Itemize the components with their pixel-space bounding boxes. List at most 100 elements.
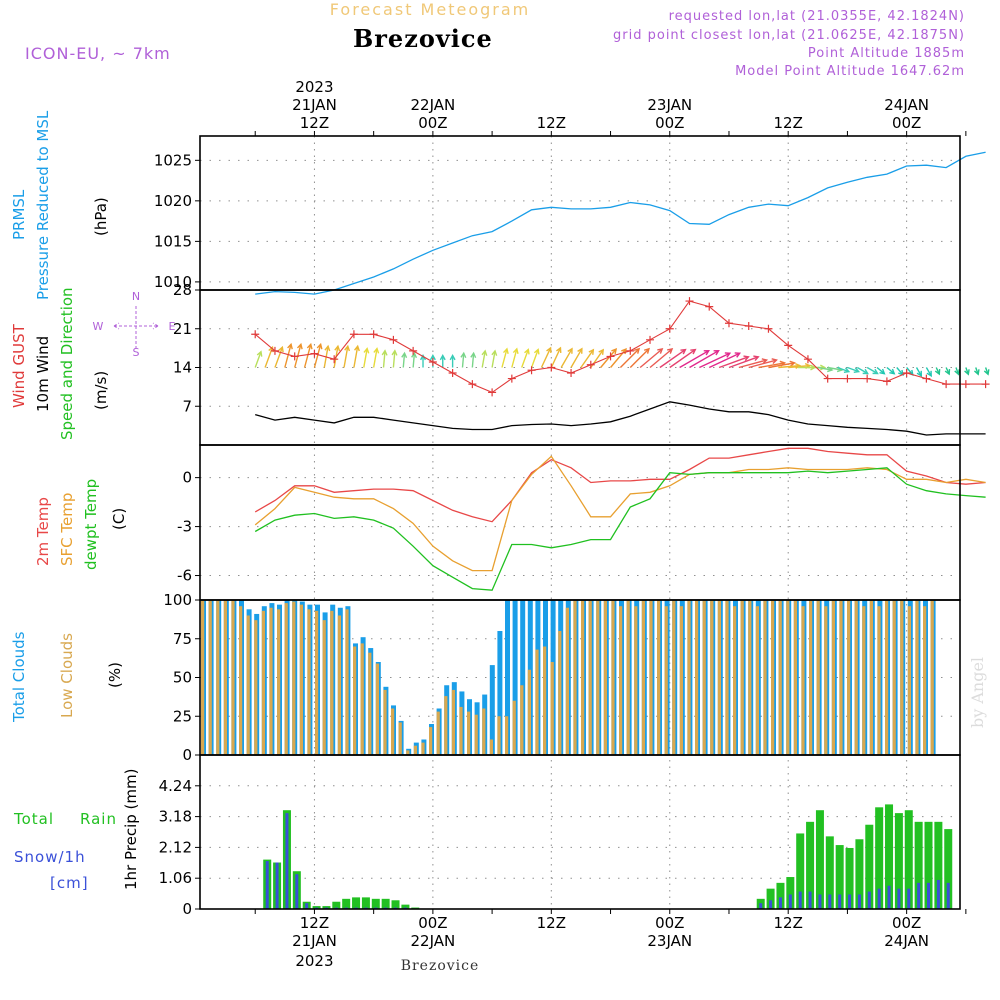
clouds-ytick-label-0: 0 — [182, 746, 192, 764]
top-year-label: 2023 — [295, 78, 333, 96]
low-cloud-bar — [892, 600, 896, 755]
pressure-label-prmsl: PRMSL — [10, 189, 28, 240]
bottom-date-label-3: 23JAN — [647, 932, 692, 950]
snow-bar — [946, 882, 950, 909]
wind-arrow — [402, 353, 406, 368]
temp-2m-line — [254, 447, 986, 523]
precip-unit-label: 1hr Precip (mm) — [122, 769, 140, 890]
low-cloud-bar — [375, 663, 379, 755]
low-cloud-bar — [277, 609, 281, 755]
top-time-label-0: 12Z — [300, 114, 329, 132]
bottom-time-label-4: 12Z — [774, 914, 803, 932]
wind-arrow-head — [713, 349, 720, 356]
dewpt-line — [254, 467, 986, 591]
wind-arrow-head — [381, 349, 388, 356]
low-cloud-bar — [345, 609, 349, 755]
low-cloud-bar — [771, 600, 775, 755]
gust-marker — [724, 319, 733, 328]
wind-ytick-label-0: 7 — [182, 397, 192, 415]
bottom-time-label-3: 00Z — [655, 914, 684, 932]
low-cloud-bar — [406, 750, 410, 755]
wind-arrow — [363, 348, 368, 368]
wind-arrow-head — [983, 369, 990, 376]
sfc-temp-label: SFC Temp — [58, 493, 76, 566]
top-time-label-4: 12Z — [774, 114, 803, 132]
wind-arrow — [915, 367, 922, 377]
wind-arrow-head — [588, 348, 595, 355]
low-cloud-bar — [657, 600, 661, 755]
wind-arrow — [876, 366, 885, 375]
low-cloud-bar — [383, 689, 387, 755]
clouds-unit-label: (%) — [106, 662, 124, 688]
wind-arrow-head — [853, 367, 861, 374]
low-cloud-bar — [292, 601, 296, 755]
low-cloud-bar — [284, 603, 288, 755]
wind-arrow — [837, 366, 850, 373]
total-rain-label: Total — [13, 810, 54, 828]
low-cloud-bar — [626, 600, 630, 755]
wind-ytick-label-1: 14 — [173, 359, 192, 377]
low-cloud-bar — [315, 610, 319, 755]
wind-arrow-head — [524, 348, 530, 355]
wind-arrow — [679, 350, 710, 369]
clouds-ytick-label-4: 100 — [163, 591, 192, 609]
wind-arrow-head — [598, 348, 605, 355]
wind-arrow-head — [354, 344, 360, 352]
bottom-year-label: 2023 — [295, 952, 333, 970]
rain-bar — [944, 829, 953, 909]
low-cloud-bar — [239, 606, 243, 755]
low-cloud-bar — [223, 600, 227, 755]
low-cloud-bar — [368, 652, 372, 755]
wind-arrow-head — [862, 368, 869, 375]
rain-bar — [914, 821, 923, 909]
wind-ytick-label-3: 28 — [173, 281, 192, 299]
rain-bar — [894, 813, 903, 909]
low-cloud-bar — [565, 607, 569, 755]
wind-arrow-head — [460, 351, 467, 359]
top-time-label-5: 00Z — [892, 114, 921, 132]
wind-speed-line — [255, 401, 986, 436]
compass-w: W — [93, 320, 104, 333]
gust-marker — [646, 335, 655, 344]
low-cloud-bar — [900, 600, 904, 755]
wind-arrow-head — [667, 348, 674, 354]
top-date-label-1: 22JAN — [411, 96, 456, 114]
wind-ytick-label-2: 21 — [173, 320, 192, 338]
wind-arrow-head — [820, 364, 827, 371]
pressure-unit-label: (hPa) — [92, 197, 110, 236]
compass-e: E — [169, 320, 176, 333]
wind-arrow — [560, 348, 573, 368]
gust-marker — [290, 352, 299, 361]
wind-arrow — [481, 350, 486, 368]
low-cloud-bar — [360, 643, 364, 755]
rain-bar — [361, 897, 370, 909]
model-label: ICON-EU, ~ 7km — [25, 44, 171, 63]
compass-n: N — [132, 290, 140, 303]
low-cloud-bar — [923, 606, 927, 755]
snow-bar — [857, 894, 861, 909]
precip-ytick-label-0: 0 — [182, 900, 192, 918]
wind-arrow-head — [843, 367, 851, 374]
gust-marker — [843, 374, 852, 383]
low-cloud-bar — [216, 600, 220, 755]
wind-arrow — [886, 366, 895, 375]
top-time-label-2: 12Z — [537, 114, 566, 132]
wind-arrow — [866, 366, 878, 375]
gust-marker — [369, 330, 378, 339]
wind-arrow — [303, 344, 312, 368]
snow-bar — [798, 891, 802, 909]
gust-marker — [823, 374, 832, 383]
low-cloud-bar — [467, 711, 471, 755]
wind-arrow — [768, 362, 795, 369]
chart-title: Forecast Meteogram — [329, 0, 531, 19]
low-cloud-bar — [930, 600, 934, 755]
rain-bar — [776, 882, 785, 909]
wind-arrow-head — [546, 346, 552, 353]
wind-arrow-head — [926, 370, 932, 378]
wind-arrow — [600, 348, 617, 368]
wind-arrow-head — [411, 351, 418, 359]
total-rain-label-2: Rain — [80, 810, 117, 828]
model-altitude: Model Point Altitude 1647.62m — [735, 64, 965, 79]
rain-bar — [865, 824, 874, 909]
